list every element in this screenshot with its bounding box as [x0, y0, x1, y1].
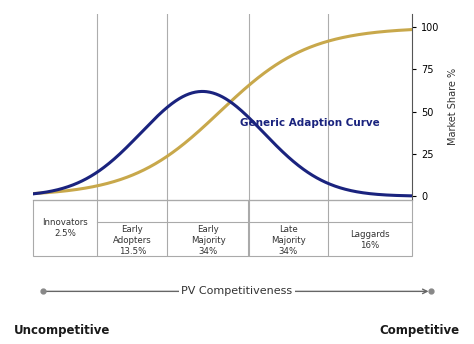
Text: Generic Adaption Curve: Generic Adaption Curve [240, 118, 380, 128]
Text: Innovators
2.5%: Innovators 2.5% [42, 218, 88, 238]
Text: Late
Majority
34%: Late Majority 34% [271, 225, 306, 256]
Y-axis label: Market Share %: Market Share % [448, 68, 458, 145]
Text: PV Competitiveness: PV Competitiveness [182, 286, 292, 297]
Text: Uncompetitive: Uncompetitive [14, 324, 110, 337]
Text: Early
Majority
34%: Early Majority 34% [191, 225, 226, 256]
Text: Early
Adopters
13.5%: Early Adopters 13.5% [113, 225, 152, 256]
Text: Competitive: Competitive [380, 324, 460, 337]
Text: Laggards
16%: Laggards 16% [350, 230, 390, 250]
